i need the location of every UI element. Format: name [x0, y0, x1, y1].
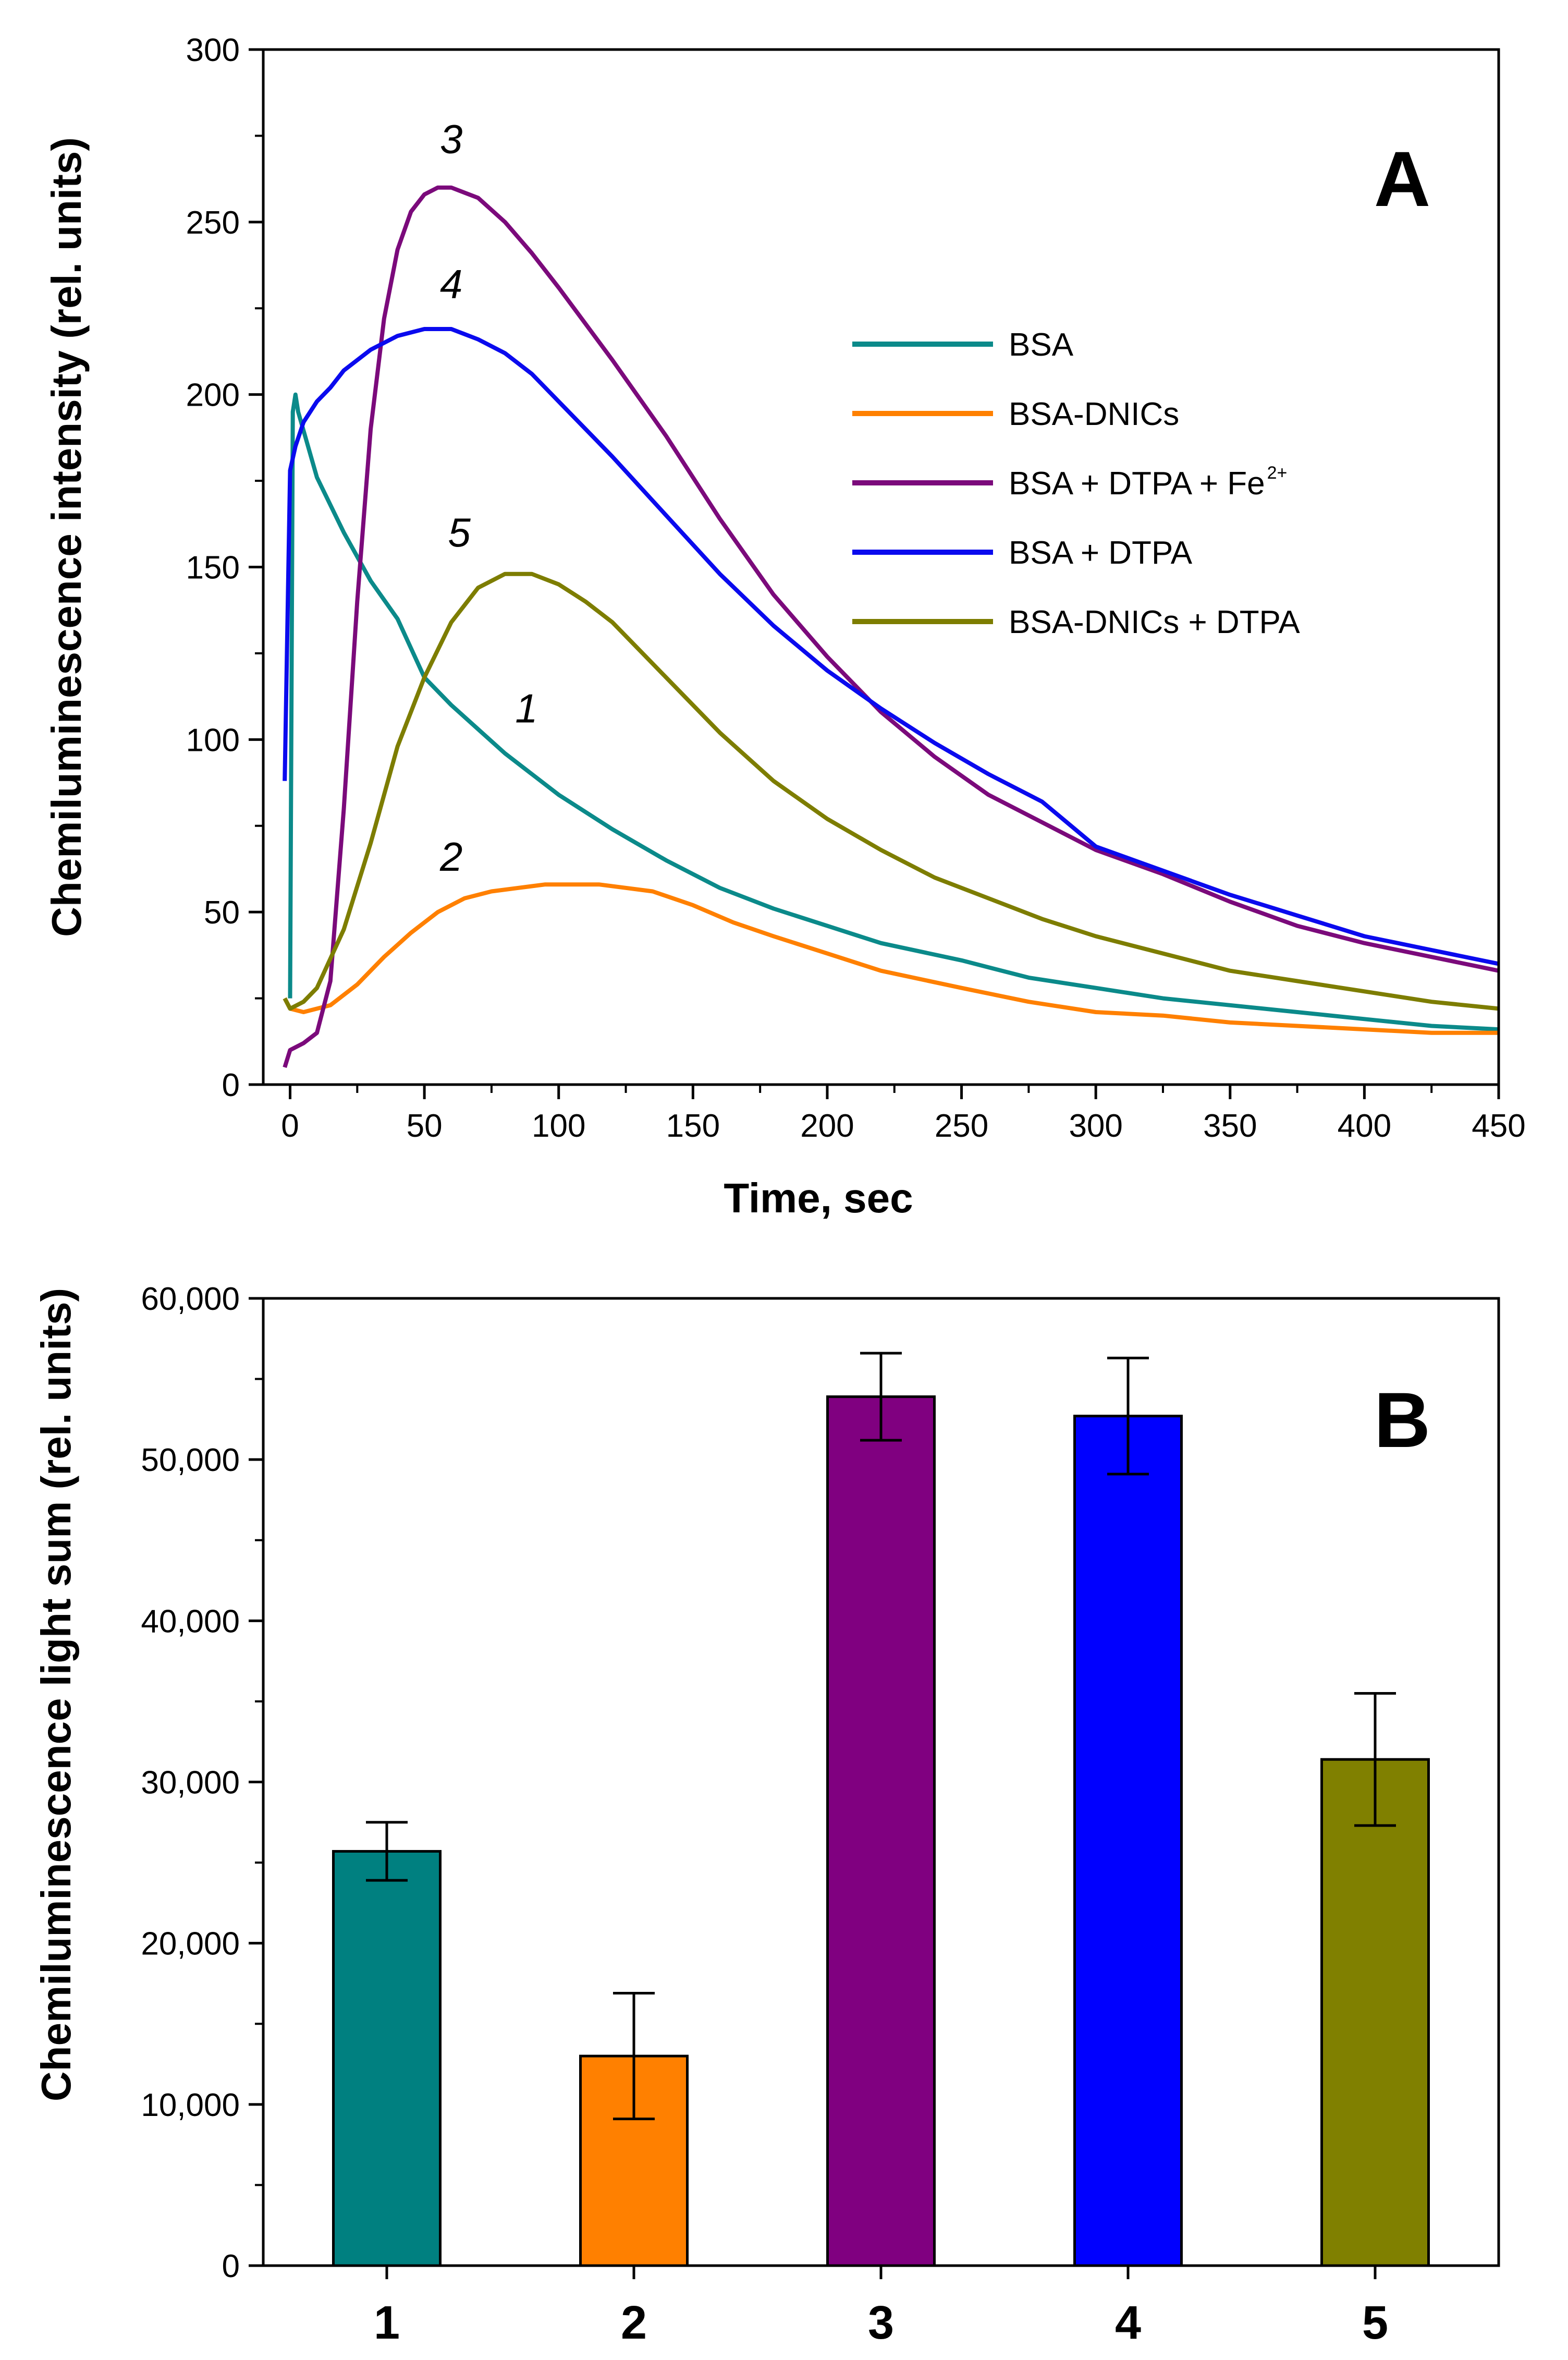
category-label-5: 5: [1362, 2297, 1388, 2349]
x-tick-label: 400: [1338, 1108, 1391, 1144]
panel-a-letter: A: [1374, 135, 1430, 223]
bar-4: [1073, 1415, 1183, 2267]
legend-label: BSA + DTPA: [1009, 535, 1193, 571]
series-line-5: [283, 571, 1499, 1011]
series-line-4: [283, 327, 1499, 966]
y-tick-label: 50: [204, 895, 240, 931]
panel-b-y-axis-title: Chemiluminescence light sum (rel. units): [33, 1288, 79, 2101]
curve-label-4: 4: [440, 261, 462, 307]
y-tick-label: 200: [186, 378, 240, 413]
panel-a-curves: [283, 185, 1499, 1068]
panel-a-x-ticks: 0 50 100 150 200 250 300 350 400 450: [281, 1085, 1526, 1144]
x-tick-label: 250: [935, 1108, 988, 1144]
category-label-1: 1: [374, 2297, 400, 2349]
x-tick-label: 300: [1069, 1108, 1122, 1144]
panel-a-x-axis-title: Time, sec: [724, 1175, 913, 1221]
x-tick-label: 450: [1472, 1108, 1525, 1144]
legend-label: BSA-DNICs: [1009, 396, 1179, 432]
panel-a-y-axis-title: Chemiluminescence intensity (rel. units): [43, 137, 90, 937]
panel-b-letter: B: [1374, 1376, 1430, 1464]
legend-label: BSA-DNICs + DTPA: [1009, 604, 1300, 640]
panel-a-legend: BSA BSA-DNICs BSA + DTPA + Fe 2+ BSA + DTPA B…: [852, 327, 1300, 640]
y-tick-label: 10,000: [141, 2087, 240, 2123]
y-tick-label: 100: [186, 722, 240, 758]
y-tick-label: 0: [222, 1067, 240, 1103]
curve-label-1: 1: [515, 685, 537, 731]
y-tick-label: 50,000: [141, 1442, 240, 1478]
bar-5: [1320, 1758, 1430, 2267]
y-tick-label: 150: [186, 550, 240, 586]
legend-label: BSA: [1009, 327, 1074, 363]
legend-label: BSA + DTPA + Fe 2+: [1009, 463, 1287, 502]
series-line-2: [283, 882, 1499, 1035]
panel-a-y-ticks: 0 50 100 150 200 250 300: [186, 32, 263, 1103]
panel-a-curve-labels: 1 2 3 4 5: [439, 116, 538, 880]
y-tick-label: 250: [186, 205, 240, 241]
panel-b-bars: [332, 1395, 1430, 2267]
bar-1: [332, 1850, 442, 2267]
curve-label-5: 5: [448, 509, 471, 555]
series-line-3: [283, 185, 1499, 1068]
y-tick-label: 300: [186, 32, 240, 68]
panel-b-y-ticks: 0 10,000 20,000 30,000 40,000 50,000 60,000: [141, 1281, 263, 2284]
y-tick-label: 30,000: [141, 1765, 240, 1801]
curve-label-3: 3: [440, 116, 462, 162]
x-tick-label: 200: [800, 1108, 854, 1144]
panel-b-bar-chart: 0 10,000 20,000 30,000 40,000 50,000 60,000 1 2…: [33, 1281, 1500, 2349]
bar-3: [826, 1395, 936, 2267]
x-tick-label: 350: [1203, 1108, 1257, 1144]
category-label-2: 2: [621, 2297, 647, 2349]
x-tick-label: 0: [281, 1108, 299, 1144]
category-label-3: 3: [868, 2297, 894, 2349]
panel-b-x-ticks: 1 2 3 4 5: [374, 2266, 1388, 2349]
panel-b-error-bars: [366, 1352, 1396, 2121]
category-label-4: 4: [1115, 2297, 1141, 2349]
y-tick-label: 0: [222, 2248, 240, 2284]
x-tick-label: 150: [666, 1108, 720, 1144]
x-tick-label: 100: [532, 1108, 585, 1144]
x-tick-label: 50: [407, 1108, 443, 1144]
y-tick-label: 40,000: [141, 1603, 240, 1639]
y-tick-label: 20,000: [141, 1926, 240, 1962]
curve-label-2: 2: [439, 834, 462, 880]
y-tick-label: 60,000: [141, 1281, 240, 1317]
series-line-1: [288, 392, 1499, 1032]
